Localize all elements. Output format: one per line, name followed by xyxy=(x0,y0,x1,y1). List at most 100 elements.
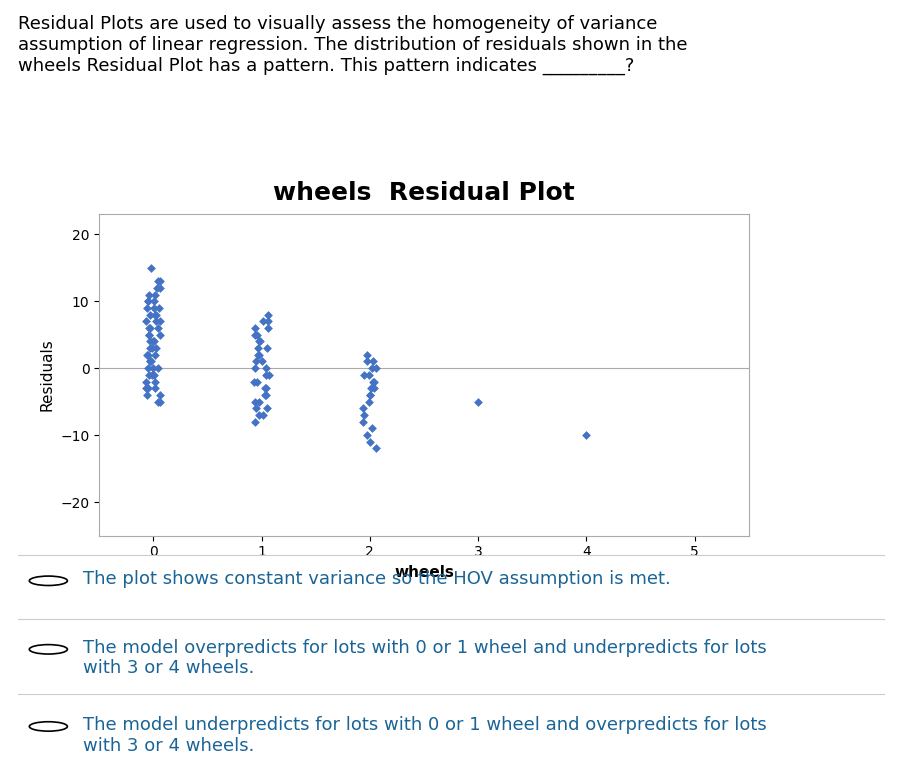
Title: wheels  Residual Plot: wheels Residual Plot xyxy=(273,181,575,205)
Point xyxy=(141,295,155,308)
Point xyxy=(355,402,370,415)
Point xyxy=(145,342,160,354)
Point xyxy=(146,335,161,347)
Point xyxy=(153,389,168,401)
Point xyxy=(471,396,485,408)
Point xyxy=(248,322,262,334)
Point xyxy=(143,335,158,347)
Point xyxy=(145,369,160,381)
Point xyxy=(251,342,265,354)
Point xyxy=(141,382,155,395)
Point xyxy=(252,335,266,347)
Point xyxy=(153,282,168,294)
Y-axis label: Residuals: Residuals xyxy=(40,338,55,412)
Point xyxy=(152,322,166,334)
Point xyxy=(260,342,274,354)
Point xyxy=(143,342,157,354)
Point xyxy=(149,342,163,354)
Point xyxy=(151,362,165,374)
Point xyxy=(247,376,262,388)
Point xyxy=(363,389,377,401)
Point xyxy=(357,369,372,381)
Point xyxy=(253,396,267,408)
Point xyxy=(144,355,159,368)
Point xyxy=(142,322,156,334)
Point xyxy=(153,315,168,327)
Text: The model overpredicts for lots with 0 or 1 wheel and underpredicts for lots
wit: The model overpredicts for lots with 0 o… xyxy=(83,639,767,678)
Point xyxy=(140,302,154,314)
Point xyxy=(144,262,159,274)
Point xyxy=(261,315,275,327)
Point xyxy=(142,369,156,381)
Point xyxy=(366,376,381,388)
Point xyxy=(146,302,161,314)
Point xyxy=(151,396,165,408)
Point xyxy=(363,436,377,448)
Point xyxy=(149,315,163,327)
Point xyxy=(143,355,158,368)
Point xyxy=(142,288,156,301)
Point xyxy=(251,349,265,361)
Point xyxy=(259,369,273,381)
Point xyxy=(255,355,270,368)
Point xyxy=(363,389,377,401)
Point xyxy=(360,355,374,368)
Text: The plot shows constant variance so the HOV assumption is met.: The plot shows constant variance so the … xyxy=(83,570,671,588)
Point xyxy=(149,308,163,321)
Point xyxy=(153,396,168,408)
Point xyxy=(364,362,379,374)
Point xyxy=(247,329,262,341)
Point xyxy=(143,355,158,368)
Point xyxy=(364,422,379,435)
Point xyxy=(147,295,161,308)
Point xyxy=(259,382,273,395)
Point xyxy=(253,335,267,347)
Point xyxy=(579,429,594,441)
Point xyxy=(146,369,161,381)
Point xyxy=(139,376,153,388)
Point xyxy=(148,349,162,361)
Text: The model underpredicts for lots with 0 or 1 wheel and overpredicts for lots
wit: The model underpredicts for lots with 0 … xyxy=(83,716,767,754)
Point xyxy=(364,382,378,395)
Point xyxy=(249,402,263,415)
Point xyxy=(145,362,160,374)
Point xyxy=(367,382,382,395)
Point xyxy=(252,409,266,422)
Point xyxy=(259,362,273,374)
Point xyxy=(139,315,153,327)
Point xyxy=(141,349,155,361)
Point xyxy=(355,415,370,428)
Point xyxy=(261,308,275,321)
Point xyxy=(248,415,262,428)
Point xyxy=(250,329,264,341)
Point xyxy=(151,275,165,288)
Point xyxy=(140,349,154,361)
Point xyxy=(250,376,264,388)
Point xyxy=(143,322,157,334)
Point xyxy=(153,275,168,288)
Point xyxy=(148,308,162,321)
Point xyxy=(360,349,374,361)
Point xyxy=(259,389,273,401)
Point xyxy=(366,376,381,388)
Point xyxy=(256,409,271,422)
Point xyxy=(148,376,162,388)
Point xyxy=(148,288,162,301)
Point xyxy=(262,369,276,381)
Point xyxy=(258,389,272,401)
Point xyxy=(146,335,161,347)
Point xyxy=(249,355,263,368)
X-axis label: wheels: wheels xyxy=(394,565,454,580)
Point xyxy=(253,349,267,361)
Point xyxy=(143,308,158,321)
Point xyxy=(256,315,271,327)
Point xyxy=(140,389,154,401)
Text: Residual Plots are used to visually assess the homogeneity of variance
assumptio: Residual Plots are used to visually asse… xyxy=(18,15,687,75)
Point xyxy=(363,369,377,381)
Point xyxy=(152,302,166,314)
Point xyxy=(148,382,162,395)
Point xyxy=(369,362,383,374)
Point xyxy=(139,382,153,395)
Point xyxy=(360,429,374,441)
Point xyxy=(356,409,371,422)
